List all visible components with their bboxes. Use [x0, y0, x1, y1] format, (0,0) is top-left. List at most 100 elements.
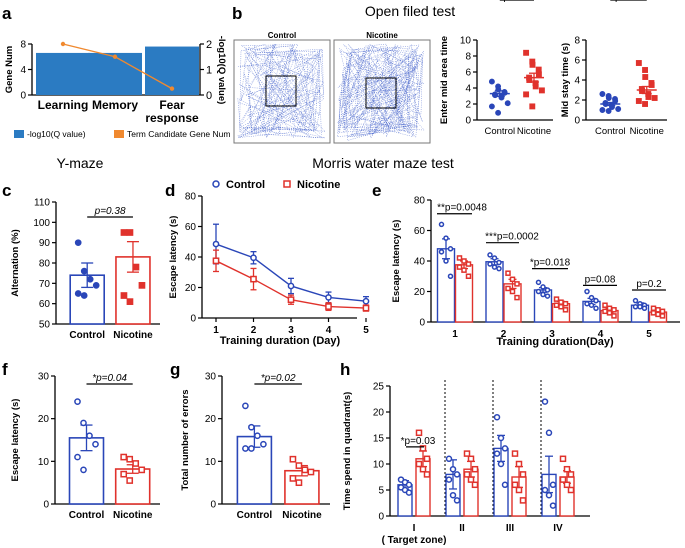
data-point	[544, 287, 551, 293]
data-point	[487, 261, 493, 267]
data-point	[496, 259, 502, 266]
data-point	[605, 108, 612, 114]
y-tick-label: 60	[39, 299, 51, 310]
y2-tick-label: 1	[206, 65, 212, 77]
x-tick-label: 4	[598, 329, 604, 340]
bar	[88, 52, 142, 95]
x-axis-label: Training duration (Day)	[220, 335, 341, 347]
y-tick-label: 80	[414, 196, 426, 207]
x-tick-label: Control	[69, 330, 105, 341]
data-point	[362, 304, 370, 312]
data-point	[632, 297, 639, 304]
data-point	[635, 98, 642, 104]
data-point	[535, 288, 542, 295]
y-tick-label: 30	[38, 372, 50, 383]
panel-label-g: g	[170, 360, 180, 379]
data-point	[611, 313, 617, 319]
open-field-nicotine-track: Nicotine	[333, 31, 431, 144]
swim-path	[237, 43, 326, 139]
data-point	[606, 305, 613, 312]
y-tick-label: 0	[378, 512, 384, 523]
data-point	[514, 281, 520, 287]
data-point	[599, 107, 606, 113]
data-point	[212, 257, 220, 265]
data-point	[287, 296, 295, 304]
data-point	[295, 462, 303, 469]
data-point	[126, 477, 134, 484]
x-tick-label: 4	[326, 325, 332, 336]
data-point	[593, 297, 599, 304]
y-tick-label: 10	[38, 457, 50, 468]
data-point	[493, 450, 501, 457]
y-tick-label: 80	[39, 259, 51, 270]
data-point	[453, 497, 461, 504]
data-point	[445, 455, 453, 463]
y-tick-label: 70	[39, 279, 51, 290]
track-label-nicotine: Nicotine	[366, 31, 398, 40]
data-point	[563, 481, 571, 489]
x-tick-label: 1	[452, 329, 458, 340]
y-tick-label: 8	[574, 36, 580, 47]
x-tick-label: II	[459, 523, 465, 534]
x-axis-label: Training duration(Day)	[496, 336, 614, 348]
data-point	[307, 468, 315, 476]
data-point	[74, 290, 82, 297]
y-tick-label: 30	[205, 372, 217, 383]
center-zone	[365, 77, 397, 109]
data-point	[419, 465, 427, 473]
x-tick-label: Nicotine	[630, 126, 664, 137]
data-point	[538, 87, 545, 94]
data-point	[606, 310, 613, 316]
x-tick-label: I	[413, 523, 416, 534]
chart-d: 0 20 40 60 80 Escape latency (s) 1 2 3 4 5 Training…	[168, 179, 370, 347]
data-point	[445, 476, 453, 483]
bar	[36, 52, 90, 95]
y-tick-label: 60	[414, 226, 426, 237]
open-field-title: Open filed test	[365, 3, 455, 19]
y-axis-label: Escape latency (s)	[168, 216, 179, 299]
data-point	[553, 296, 560, 302]
data-point	[584, 288, 590, 295]
open-field-control-track: Control	[233, 31, 331, 144]
data-point	[651, 95, 658, 101]
x-tick-label: III	[506, 523, 515, 534]
data-point	[465, 261, 472, 267]
data-point	[593, 305, 599, 312]
data-point	[645, 94, 652, 100]
y-axis-label: Total number of errors	[180, 389, 191, 490]
data-point	[461, 258, 467, 264]
data-point	[289, 475, 297, 482]
data-point	[632, 304, 639, 310]
data-point	[248, 423, 255, 431]
y-axis-label: Gene Num	[4, 46, 15, 94]
y-tick-label: 4	[20, 65, 26, 76]
line-point	[60, 41, 66, 47]
data-point	[541, 486, 549, 494]
data-point	[92, 282, 100, 289]
data-point	[642, 67, 648, 73]
y2-tick-label: 0	[206, 90, 212, 102]
data-point	[443, 258, 449, 264]
data-point	[523, 49, 530, 56]
data-point	[514, 294, 520, 301]
y-tick-label: 20	[373, 408, 385, 419]
data-point	[562, 307, 569, 313]
y-tick-label: 25	[373, 382, 385, 393]
data-point	[449, 465, 457, 473]
data-point	[260, 440, 267, 448]
data-point	[120, 470, 128, 478]
data-point	[648, 82, 655, 88]
legend-label: Term Candidate Gene Num	[127, 129, 230, 139]
significance-label: p=0.2	[636, 279, 662, 290]
data-point	[641, 305, 648, 312]
x-tick-label: 3	[288, 325, 294, 336]
data-point	[405, 489, 413, 496]
data-point	[86, 432, 93, 440]
y-tick-label: 90	[39, 238, 51, 249]
data-point	[515, 460, 523, 468]
y2-axis-label: -log10(Q value)	[216, 36, 227, 105]
data-point	[650, 305, 657, 312]
line-point	[169, 86, 175, 91]
x-tick-label: Nicotine	[517, 126, 551, 137]
